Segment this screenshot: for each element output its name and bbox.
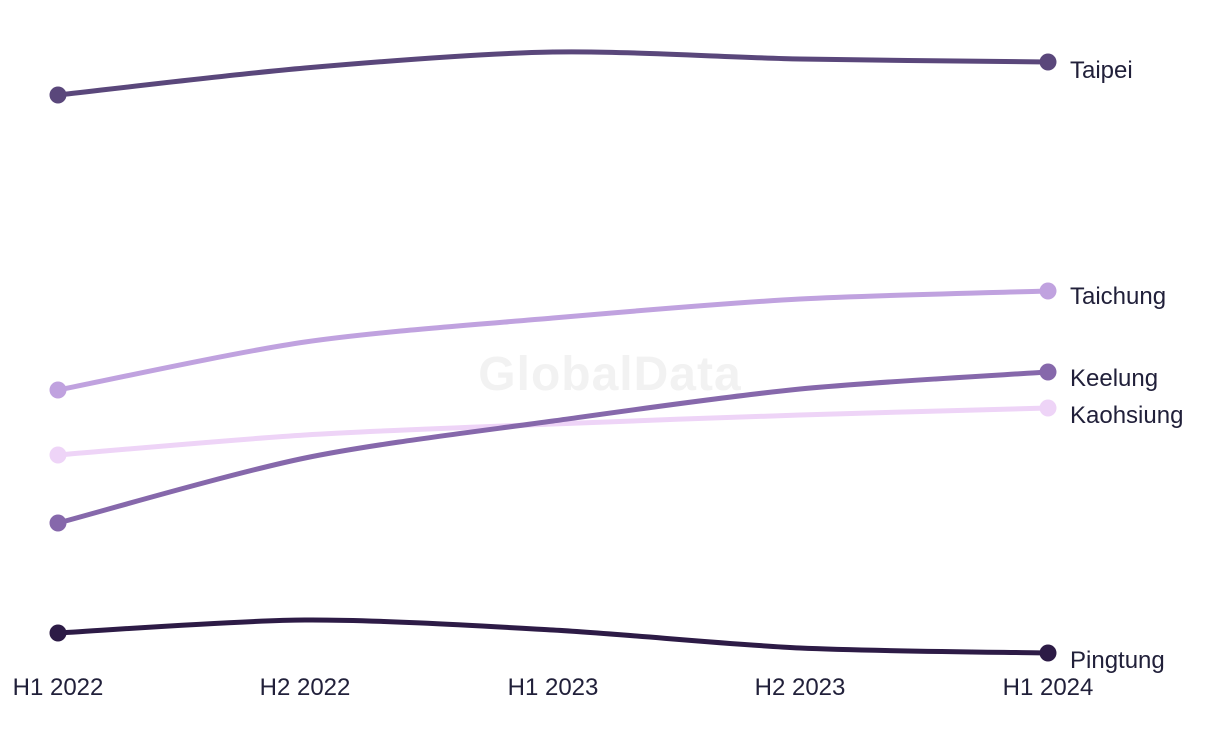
- series-line-kaohsiung: [55, 405, 1051, 458]
- series-line-taipei: [55, 49, 1051, 98]
- end-dot-kaohsiung: [1039, 399, 1057, 417]
- series-label-kaohsiung: Kaohsiung: [1070, 402, 1183, 429]
- watermark: GlobalData: [478, 348, 741, 401]
- series-line-keelung: [55, 369, 1051, 526]
- series-label-taipei: Taipei: [1070, 57, 1133, 84]
- x-axis-label-h1-2024: H1 2024: [1003, 674, 1094, 701]
- start-dot-taipei: [49, 86, 67, 104]
- x-axis-label-h1-2022: H1 2022: [13, 674, 104, 701]
- series-group: Taipei Taichung Kaohsiung Keelung Pingtung: [49, 49, 1183, 674]
- x-axis-label-h1-2023: H1 2023: [508, 674, 599, 701]
- x-axis-label-h2-2022: H2 2022: [260, 674, 351, 701]
- start-dot-taichung: [49, 381, 67, 399]
- x-axis-label-h2-2023: H2 2023: [755, 674, 846, 701]
- start-dot-pingtung: [49, 624, 67, 642]
- end-dot-keelung: [1039, 363, 1057, 381]
- series-line-pingtung: [55, 617, 1051, 656]
- series-label-keelung: Keelung: [1070, 365, 1158, 392]
- series-label-taichung: Taichung: [1070, 283, 1166, 310]
- start-dot-kaohsiung: [49, 446, 67, 464]
- end-dot-taipei: [1039, 53, 1057, 71]
- end-dot-pingtung: [1039, 644, 1057, 662]
- start-dot-keelung: [49, 514, 67, 532]
- end-dot-taichung: [1039, 282, 1057, 300]
- series-label-pingtung: Pingtung: [1070, 647, 1165, 674]
- series-line-taichung: [55, 288, 1051, 393]
- x-axis-labels: H1 2022 H2 2022 H1 2023 H2 2023 H1 2024: [13, 674, 1094, 701]
